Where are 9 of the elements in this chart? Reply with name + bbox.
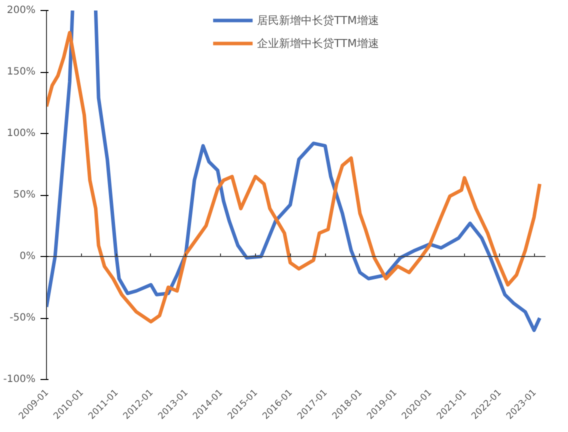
y-tick-label: 100% — [6, 128, 36, 139]
y-tick-label: -100% — [3, 374, 36, 385]
y-tick-label: 150% — [6, 66, 36, 78]
legend-label: 企业新增中长贷TTM增速 — [257, 36, 379, 50]
legend-label: 居民新增中长贷TTM增速 — [257, 12, 379, 28]
y-tick-label: 50% — [13, 190, 36, 200]
y-tick-label: 200% — [6, 5, 36, 16]
y-tick-label: 0% — [20, 251, 36, 262]
y-tick-label: -50% — [10, 312, 36, 324]
